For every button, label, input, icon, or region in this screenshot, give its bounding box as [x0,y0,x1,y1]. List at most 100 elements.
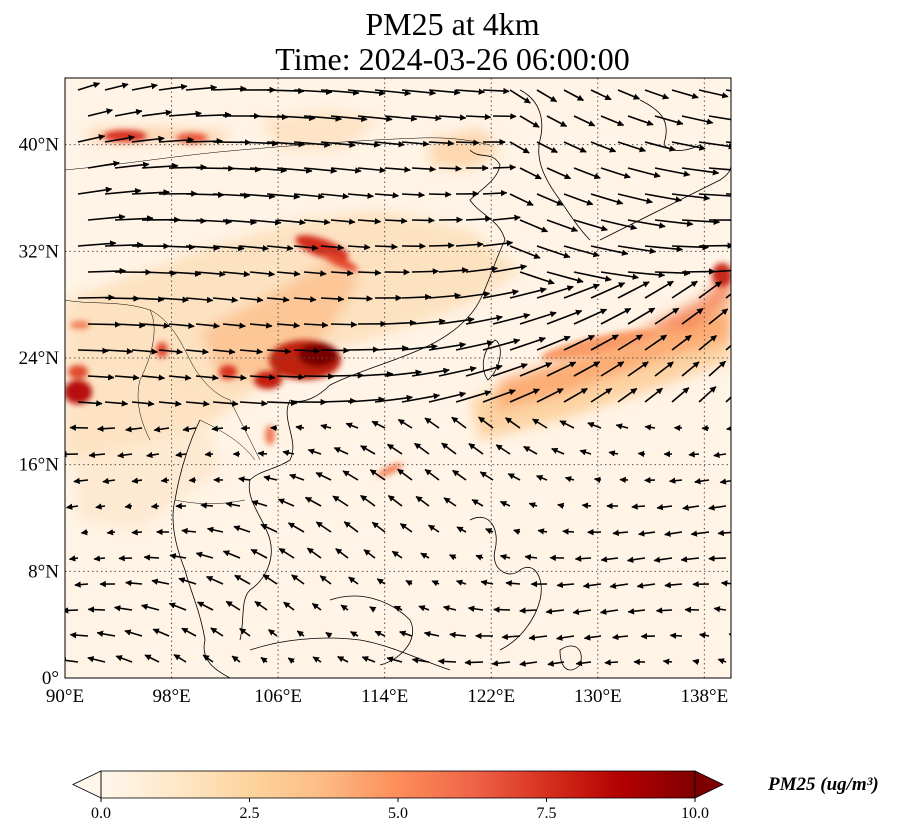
wind-vector [654,219,694,227]
wind-vector [573,271,612,282]
wind-vector [491,660,511,667]
wind-vector [536,335,571,351]
wind-vector [306,547,322,559]
wind-vector [617,193,653,204]
wind-vector [617,89,641,100]
wind-vector [374,243,398,250]
wind-vector [692,658,700,666]
wind-vector [239,627,251,637]
wind-vector [471,499,484,507]
wind-vector [574,555,592,562]
wind-vector [428,191,452,198]
wind-vector [333,447,349,455]
wind-vector [173,654,187,663]
wind-vector [455,340,494,351]
lon-tick-label: 90°E [46,686,84,707]
wind-vector [158,348,184,355]
wind-vector [519,219,549,233]
wind-vector [146,451,160,459]
wind-vector [387,494,403,507]
wind-vector [73,477,89,485]
wind-vector [671,387,690,403]
wind-vector [556,581,575,589]
wind-vector [671,334,692,351]
wind-vector [590,141,617,153]
wind-vector [590,193,624,205]
wind-vector [276,114,316,122]
wind-vector [451,416,467,429]
wind-vector [655,607,673,614]
wind-vector [212,244,245,252]
wind-vector [600,167,631,179]
wind-vector [369,606,377,613]
wind-vector [293,88,333,96]
wind-vector [513,528,521,535]
wind-vector [277,498,295,507]
wind-vector [608,450,619,457]
wind-vector [509,89,531,104]
wind-vector [293,347,321,355]
wind-vector [114,374,140,381]
wind-vector [169,553,187,560]
wind-vector [340,604,349,612]
wind-vector [519,362,553,377]
wind-vector [600,307,632,325]
wind-vector [150,502,160,510]
wind-vector [612,529,629,537]
wind-vector [250,548,268,559]
wind-vector [158,83,188,91]
wind-vector [423,630,440,638]
wind-vector [682,504,700,511]
colorbar-extend-max [694,770,724,799]
wind-vector [74,581,89,588]
wind-vector [644,334,668,351]
wind-vector [401,393,441,403]
wind-vector [374,141,405,148]
wind-vector [131,135,165,143]
wind-vector [736,269,763,272]
wind-vector [465,314,503,325]
wind-vector [547,660,565,667]
wind-vector [572,608,592,615]
wind-vector [609,582,629,589]
wind-vector [590,245,629,256]
wind-vector [206,526,224,533]
wind-vector [266,399,298,407]
wind-vector [104,82,129,91]
wind-vector [455,88,486,95]
wind-vector [694,478,710,485]
wind-vector [374,89,412,97]
wind-vector [681,361,700,377]
wind-vector [312,656,322,663]
wind-vector [87,374,115,381]
wind-vector [287,657,295,664]
wind-vector [195,218,233,225]
wind-vector [495,444,511,455]
wind-vector [80,528,89,536]
wind-vector [262,574,278,585]
wind-vector [371,420,386,429]
wind-vector [347,192,374,199]
wind-vector [537,528,548,535]
wind-vector [654,115,684,126]
wind-vector [374,192,400,199]
wind-vector [736,360,753,376]
wind-vector [519,115,540,128]
wind-vector [185,400,210,407]
wind-vector [357,370,394,378]
wind-vector [428,140,455,147]
wind-vector [656,503,673,511]
wind-vector [131,83,158,91]
wind-vector [644,245,684,253]
coastlines [172,89,731,678]
wind-vector [293,193,325,200]
wind-vector [386,656,403,663]
wind-vector [195,322,220,329]
wind-vector [239,244,269,252]
wind-vector [482,289,519,299]
wind-vector [728,632,731,639]
wind-vector [117,452,133,459]
colorbar: 0.0 2.5 5.0 7.5 10.0 [72,770,724,822]
wind-vector [303,115,342,122]
wind-vector [266,296,290,303]
